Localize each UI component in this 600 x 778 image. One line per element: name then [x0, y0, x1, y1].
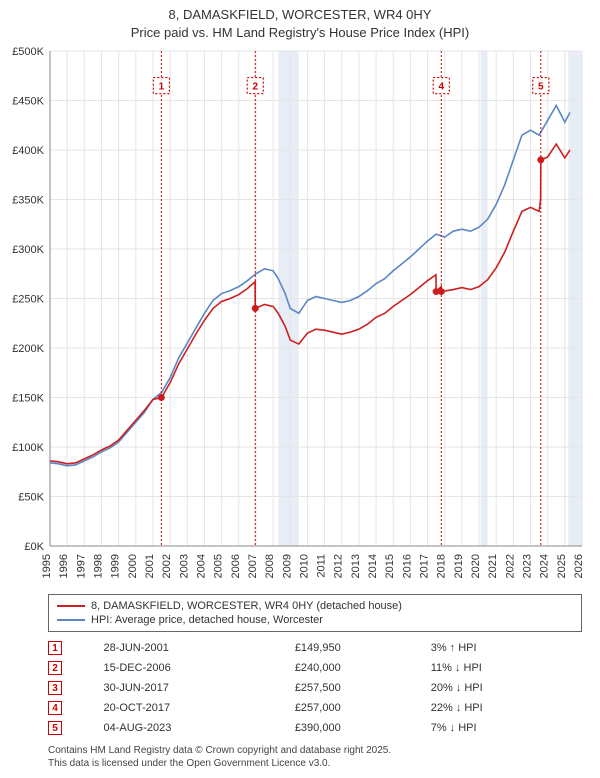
svg-text:£500K: £500K — [12, 46, 44, 58]
svg-text:1: 1 — [159, 82, 165, 93]
tx-date: 15-DEC-2006 — [103, 658, 294, 678]
svg-text:1998: 1998 — [92, 554, 104, 578]
tx-price: £257,000 — [295, 698, 431, 718]
tx-index-badge: 2 — [48, 661, 62, 675]
svg-text:2014: 2014 — [367, 554, 379, 578]
svg-text:2015: 2015 — [384, 554, 396, 578]
tx-price: £257,500 — [295, 678, 431, 698]
svg-text:2024: 2024 — [539, 554, 551, 578]
table-row: 5 04-AUG-2023£390,0007% ↓ HPI — [48, 718, 582, 738]
svg-text:2001: 2001 — [144, 554, 156, 578]
svg-text:2009: 2009 — [281, 554, 293, 578]
tx-index-cell: 1 — [48, 638, 103, 658]
title-block: 8, DAMASKFIELD, WORCESTER, WR4 0HY Price… — [0, 0, 600, 45]
svg-text:2003: 2003 — [178, 554, 190, 578]
svg-text:£200K: £200K — [12, 343, 44, 355]
svg-text:1999: 1999 — [110, 554, 122, 578]
tx-vs-hpi: 20% ↓ HPI — [431, 678, 582, 698]
tx-price: £390,000 — [295, 718, 431, 738]
tx-vs-hpi: 7% ↓ HPI — [431, 718, 582, 738]
price-chart: £0K £50K £100K £150K £200K £250K £300K £350K £40… — [8, 45, 588, 588]
tx-vs-hpi: 3% ↑ HPI — [431, 638, 582, 658]
svg-text:2025: 2025 — [556, 554, 568, 578]
svg-text:£350K: £350K — [12, 195, 44, 207]
tx-index-badge: 1 — [48, 641, 62, 655]
svg-text:2007: 2007 — [247, 554, 259, 578]
table-row: 1 28-JUN-2001£149,9503% ↑ HPI — [48, 638, 582, 658]
svg-text:2000: 2000 — [127, 554, 139, 578]
legend: 8, DAMASKFIELD, WORCESTER, WR4 0HY (deta… — [48, 594, 582, 632]
tx-index-badge: 3 — [48, 681, 62, 695]
svg-text:2017: 2017 — [419, 554, 431, 578]
tx-index-cell: 2 — [48, 658, 103, 678]
tx-index-badge: 4 — [48, 701, 62, 715]
transactions-table: 1 28-JUN-2001£149,9503% ↑ HPI 2 15-DEC-2006… — [48, 638, 582, 738]
legend-row: 8, DAMASKFIELD, WORCESTER, WR4 0HY (deta… — [57, 599, 573, 613]
svg-text:2013: 2013 — [350, 554, 362, 578]
chart-area: £0K £50K £100K £150K £200K £250K £300K £350K £40… — [0, 45, 600, 588]
legend-swatch — [57, 605, 85, 607]
svg-text:£50K: £50K — [18, 492, 44, 504]
legend-label: 8, DAMASKFIELD, WORCESTER, WR4 0HY (deta… — [91, 600, 402, 612]
footer-line-2: This data is licensed under the Open Gov… — [48, 757, 582, 770]
svg-text:1997: 1997 — [75, 554, 87, 578]
table-row: 4 20-OCT-2017£257,00022% ↓ HPI — [48, 698, 582, 718]
legend-swatch — [57, 619, 85, 621]
svg-text:2022: 2022 — [504, 554, 516, 578]
svg-text:2021: 2021 — [487, 554, 499, 578]
svg-text:2026: 2026 — [573, 554, 585, 578]
tx-date: 04-AUG-2023 — [103, 718, 294, 738]
svg-text:2: 2 — [252, 82, 258, 93]
svg-text:£250K: £250K — [12, 294, 44, 306]
tx-date: 28-JUN-2001 — [103, 638, 294, 658]
attribution-footer: Contains HM Land Registry data © Crown c… — [0, 744, 600, 778]
svg-text:2005: 2005 — [213, 554, 225, 578]
legend-row: HPI: Average price, detached house, Worc… — [57, 613, 573, 627]
svg-text:2016: 2016 — [401, 554, 413, 578]
svg-text:£0K: £0K — [24, 541, 44, 553]
svg-text:2008: 2008 — [264, 554, 276, 578]
legend-label: HPI: Average price, detached house, Worc… — [91, 614, 323, 626]
tx-index-badge: 5 — [48, 721, 62, 735]
svg-text:2018: 2018 — [436, 554, 448, 578]
page-container: 8, DAMASKFIELD, WORCESTER, WR4 0HY Price… — [0, 0, 600, 650]
tx-index-cell: 4 — [48, 698, 103, 718]
svg-text:2006: 2006 — [230, 554, 242, 578]
svg-text:2002: 2002 — [161, 554, 173, 578]
svg-text:£450K: £450K — [12, 96, 44, 108]
svg-text:£400K: £400K — [12, 145, 44, 157]
footer-line-1: Contains HM Land Registry data © Crown c… — [48, 744, 582, 757]
svg-text:5: 5 — [538, 82, 544, 93]
table-row: 2 15-DEC-2006£240,00011% ↓ HPI — [48, 658, 582, 678]
tx-vs-hpi: 11% ↓ HPI — [431, 658, 582, 678]
svg-text:2020: 2020 — [470, 554, 482, 578]
svg-text:2004: 2004 — [195, 554, 207, 578]
svg-text:2011: 2011 — [316, 554, 328, 578]
tx-index-cell: 5 — [48, 718, 103, 738]
svg-text:2019: 2019 — [453, 554, 465, 578]
table-row: 3 30-JUN-2017£257,50020% ↓ HPI — [48, 678, 582, 698]
tx-vs-hpi: 22% ↓ HPI — [431, 698, 582, 718]
title-line-1: 8, DAMASKFIELD, WORCESTER, WR4 0HY — [10, 6, 590, 24]
title-line-2: Price paid vs. HM Land Registry's House … — [10, 24, 590, 42]
tx-price: £240,000 — [295, 658, 431, 678]
tx-date: 20-OCT-2017 — [103, 698, 294, 718]
svg-text:2012: 2012 — [333, 554, 345, 578]
svg-text:£300K: £300K — [12, 244, 44, 256]
svg-text:2010: 2010 — [298, 554, 310, 578]
svg-text:1996: 1996 — [58, 554, 70, 578]
svg-text:£150K: £150K — [12, 393, 44, 405]
tx-date: 30-JUN-2017 — [103, 678, 294, 698]
svg-text:£100K: £100K — [12, 442, 44, 454]
tx-price: £149,950 — [295, 638, 431, 658]
svg-text:4: 4 — [438, 82, 444, 93]
svg-text:1995: 1995 — [41, 554, 53, 578]
tx-index-cell: 3 — [48, 678, 103, 698]
svg-text:2023: 2023 — [522, 554, 534, 578]
